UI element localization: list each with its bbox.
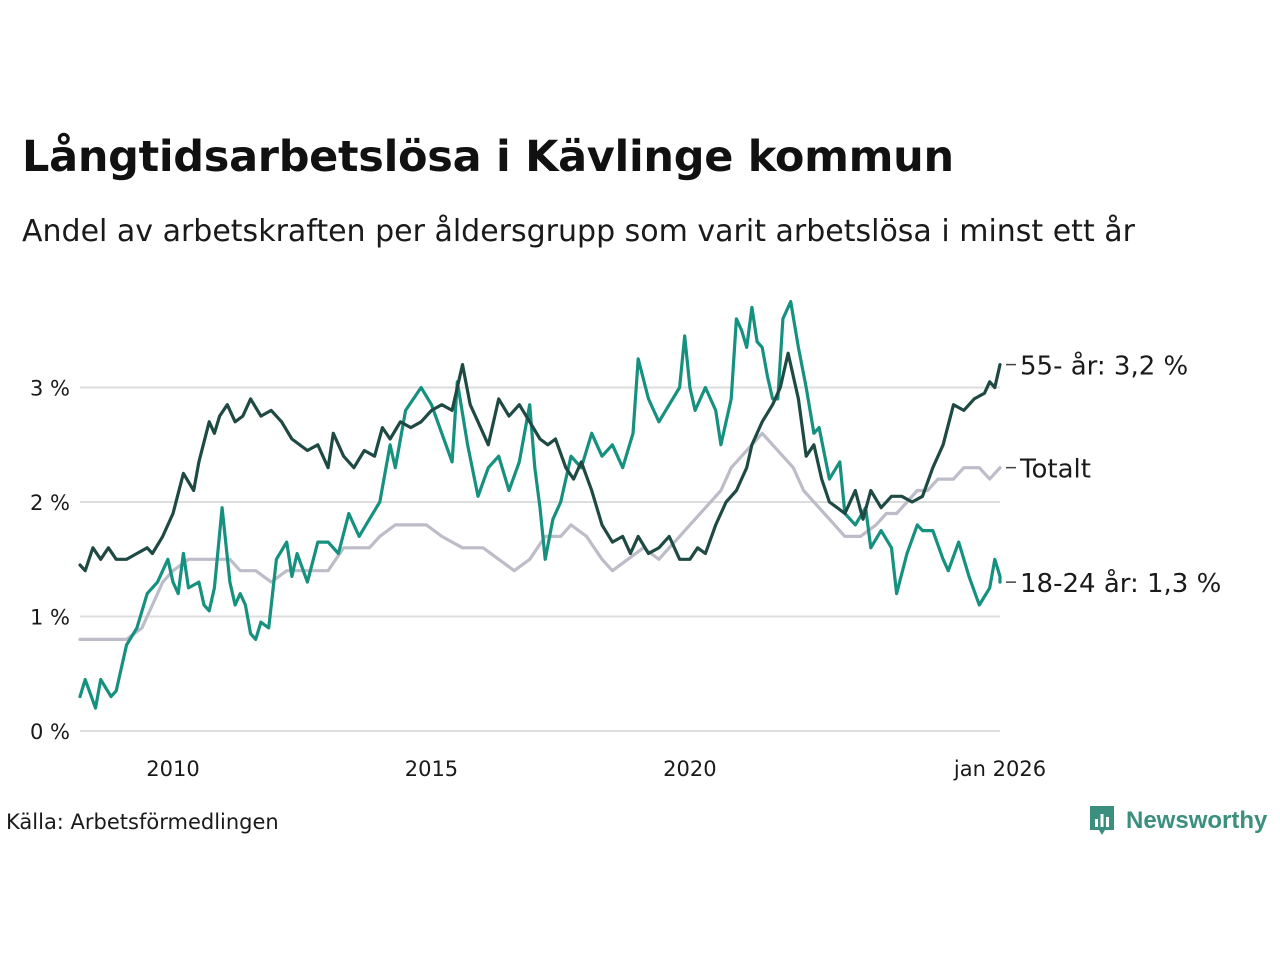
x-tick-label: jan 2026	[953, 757, 1046, 781]
series-lines	[78, 300, 1002, 710]
brand-logo[interactable]: Newsworthy	[1088, 804, 1267, 838]
x-tick-label: 2015	[405, 757, 458, 781]
series-line-18-24-r	[78, 300, 1002, 710]
end-label: 55- år: 3,2 %	[1020, 351, 1188, 382]
x-tick-label: 2010	[146, 757, 199, 781]
y-tick-label: 1 %	[30, 606, 70, 630]
series-line-55-r	[78, 351, 1002, 573]
brand-name: Newsworthy	[1126, 807, 1268, 834]
y-tick-label: 0 %	[30, 720, 70, 744]
end-label: Totalt	[1019, 455, 1091, 485]
newsworthy-logo-icon	[1090, 806, 1114, 835]
y-tick-label: 3 %	[30, 377, 70, 401]
x-axis-ticks: 2010 2015 2020 jan 2026	[146, 757, 1046, 781]
line-chart: 0 % 1 % 2 % 3 % 2010 2015 2020 jan 2026 Totalt…	[30, 300, 1221, 781]
y-tick-label: 2 %	[30, 491, 70, 515]
series-end-labels: Totalt 18-24 år: 1,3 % 55- år: 3,2 %	[1006, 351, 1221, 599]
end-label: 18-24 år: 1,3 %	[1020, 568, 1221, 599]
series-line-totalt	[78, 431, 1002, 641]
chart-title: Långtidsarbetslösa i Kävlinge kommun	[22, 132, 954, 182]
y-axis-ticks: 0 % 1 % 2 % 3 %	[30, 377, 70, 745]
chart-subtitle: Andel av arbetskraften per åldersgrupp s…	[22, 214, 1135, 249]
source-note: Källa: Arbetsförmedlingen	[6, 810, 279, 834]
x-tick-label: 2020	[663, 757, 716, 781]
